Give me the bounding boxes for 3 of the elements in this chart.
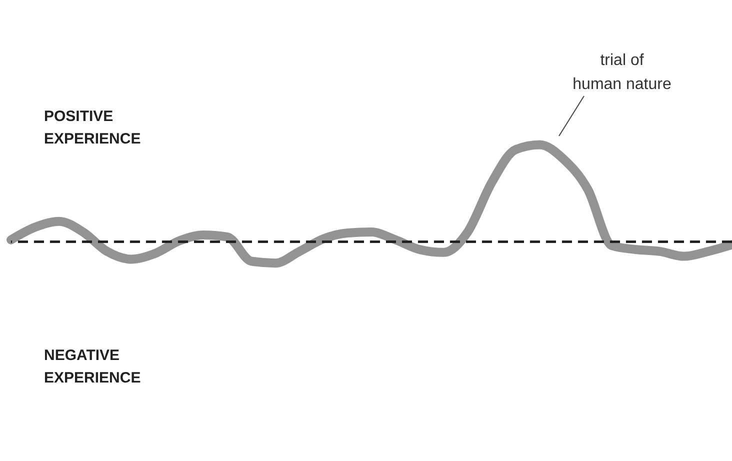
text: NEGATIVE EXPERIENCE xyxy=(44,347,141,386)
annotation: POSITIVE EXPERIENCE xyxy=(44,108,141,148)
text: trial of human nature xyxy=(572,52,672,93)
